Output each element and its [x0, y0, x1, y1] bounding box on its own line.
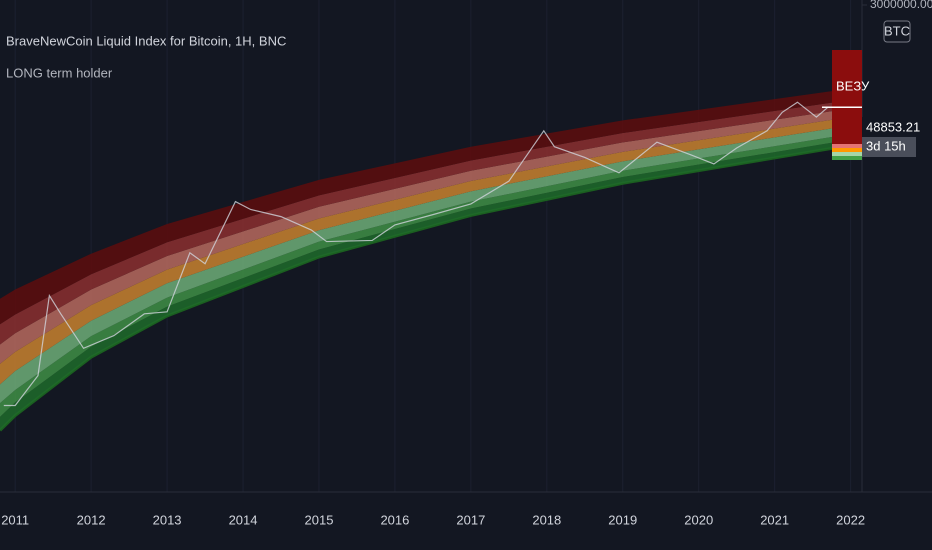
- band: [0, 90, 836, 325]
- symbol-label: BTC: [884, 23, 910, 38]
- symbol-badge[interactable]: [883, 20, 911, 43]
- x-tick-label: 2021: [760, 512, 789, 527]
- signal-orange: [832, 148, 862, 152]
- x-tick-label: 2014: [229, 512, 258, 527]
- y-tick-label: 3000000.00: [870, 0, 932, 11]
- signal-red: [832, 50, 862, 144]
- x-tick-label: 2011: [1, 512, 29, 527]
- price-label-box: [862, 117, 916, 137]
- price-line: [3, 101, 829, 407]
- countdown-box: [862, 137, 916, 157]
- last-price-label: 48853.21: [866, 119, 920, 134]
- x-tick-label: 2022: [836, 512, 865, 527]
- indicator-name: LONG term holder: [6, 65, 113, 80]
- signal-label: BEЗУ: [836, 78, 870, 93]
- x-tick-label: 2016: [380, 512, 409, 527]
- x-tick-label: 2012: [77, 512, 106, 527]
- signal-light-green: [832, 152, 862, 156]
- x-tick-label: 2018: [532, 512, 561, 527]
- x-tick-label: 2017: [456, 512, 485, 527]
- countdown-label: 3d 15h: [866, 138, 906, 153]
- chart-title: BraveNewCoin Liquid Index for Bitcoin, 1…: [6, 33, 286, 48]
- x-tick-label: 2015: [305, 512, 334, 527]
- signal-box: BEЗУ: [832, 50, 870, 160]
- x-tick-label: 2019: [608, 512, 637, 527]
- signal-salmon: [832, 144, 862, 148]
- signal-green: [832, 156, 862, 160]
- plot-area: [0, 0, 852, 492]
- x-tick-label: 2013: [153, 512, 182, 527]
- x-tick-label: 2020: [684, 512, 713, 527]
